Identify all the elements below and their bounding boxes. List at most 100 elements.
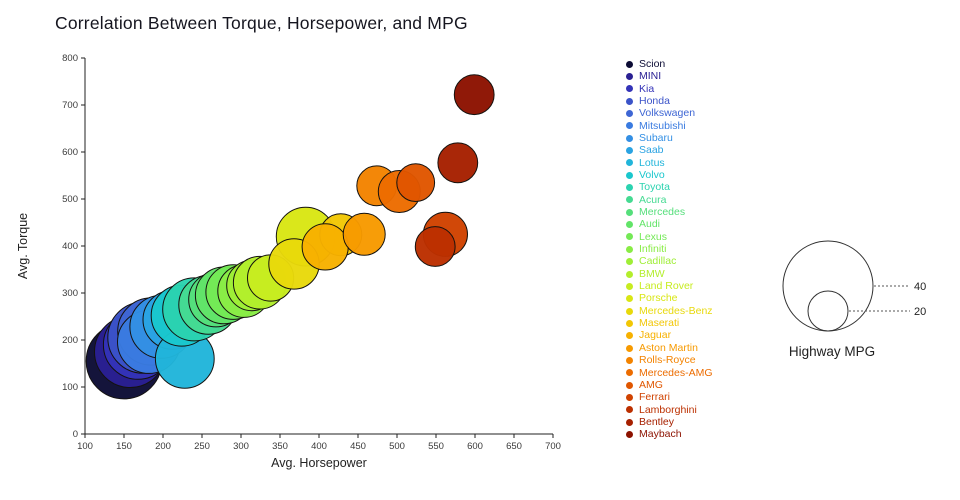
bubble-amg <box>396 163 436 203</box>
legend-label: Audi <box>639 218 661 231</box>
y-tick-label: 300 <box>62 288 78 299</box>
legend-swatch <box>626 258 633 266</box>
x-tick-label: 550 <box>428 441 444 452</box>
legend-label: Mercedes <box>639 206 686 219</box>
legend-swatch <box>626 295 633 303</box>
x-tick-label: 450 <box>350 441 366 452</box>
legend-label: Jaguar <box>639 329 672 342</box>
brand-legend: Scion MINI Kia Honda Volkswagen Mitsubishi Sub… <box>626 58 713 441</box>
legend-label: Infiniti <box>639 243 667 256</box>
legend-item: Scion <box>626 58 713 70</box>
legend-label: Toyota <box>639 181 670 194</box>
legend-item: Lexus <box>626 231 713 243</box>
legend-swatch <box>626 134 633 142</box>
legend-swatch <box>626 97 633 105</box>
legend-swatch <box>626 110 633 118</box>
size-legend-small-circle <box>807 290 849 332</box>
legend-label: Mercedes-Benz <box>639 304 713 317</box>
size-legend-graphic: 40 20 Highway MPG <box>782 240 926 359</box>
y-tick-label: 700 <box>62 100 78 111</box>
legend-swatch <box>626 282 633 290</box>
axes-layer: 100 150 200 250 300 350 400 450 500 550 600 650 700 0… <box>62 53 561 452</box>
legend-swatch <box>626 369 633 377</box>
legend-label: Ferrari <box>639 391 670 404</box>
x-tick-label: 500 <box>389 441 405 452</box>
legend-swatch <box>626 406 633 414</box>
legend-swatch <box>626 319 633 327</box>
legend-label: MINI <box>639 70 662 83</box>
x-tick-label: 300 <box>233 441 249 452</box>
legend-swatch <box>626 344 633 352</box>
x-tick-label: 200 <box>155 441 171 452</box>
legend-swatch <box>626 307 633 315</box>
y-tick-label: 500 <box>62 194 78 205</box>
legend-item: Lamborghini <box>626 404 713 416</box>
chart-title: Correlation Between Torque, Horsepower, … <box>55 13 468 33</box>
legend-item: Saab <box>626 144 713 156</box>
y-tick-label: 200 <box>62 335 78 346</box>
legend-swatch <box>626 196 633 204</box>
legend-swatch <box>626 393 633 401</box>
legend-item: Aston Martin <box>626 342 713 354</box>
legend-label: Volkswagen <box>639 107 696 120</box>
legend-label: Honda <box>639 94 670 107</box>
legend-swatch <box>626 171 633 179</box>
legend-item: Mercedes-Benz <box>626 305 713 317</box>
legend-label: Land Rover <box>639 280 694 293</box>
legend-item: Honda <box>626 95 713 107</box>
legend-swatch <box>626 221 633 229</box>
legend-swatch <box>626 73 633 81</box>
legend-item: MINI <box>626 70 713 82</box>
legend-item: Subaru <box>626 132 713 144</box>
legend-item: Porsche <box>626 293 713 305</box>
legend-label: Acura <box>639 193 667 206</box>
legend-label: Scion <box>639 57 666 70</box>
legend-item: Acura <box>626 194 713 206</box>
legend-label: AMG <box>639 378 663 391</box>
y-tick-label: 400 <box>62 241 78 252</box>
bubble-bentley <box>437 142 479 184</box>
legend-item: Volvo <box>626 169 713 181</box>
legend-swatch <box>626 332 633 340</box>
legend-swatch <box>626 208 633 216</box>
legend-swatch <box>626 381 633 389</box>
legend-swatch <box>626 356 633 364</box>
legend-item: Cadillac <box>626 256 713 268</box>
legend-swatch <box>626 184 633 192</box>
legend-label: Bentley <box>639 415 675 428</box>
size-legend-title: Highway MPG <box>789 344 875 359</box>
x-tick-label: 600 <box>467 441 483 452</box>
legend-swatch <box>626 159 633 167</box>
y-tick-label: 100 <box>62 382 78 393</box>
legend-item: Lotus <box>626 157 713 169</box>
legend-item: Volkswagen <box>626 107 713 119</box>
legend-item: Maybach <box>626 428 713 440</box>
legend-label: Maybach <box>639 428 682 441</box>
legend-label: Subaru <box>639 131 673 144</box>
x-tick-label: 350 <box>272 441 288 452</box>
legend-label: Mercedes-AMG <box>639 366 713 379</box>
size-legend: 40 20 Highway MPG <box>770 226 960 376</box>
size-value-small: 20 <box>914 306 926 318</box>
legend-swatch <box>626 233 633 241</box>
legend-label: Cadillac <box>639 255 677 268</box>
legend-label: Volvo <box>639 169 665 182</box>
legend-label: BMW <box>639 267 665 280</box>
x-axis-label: Avg. Horsepower <box>271 456 367 470</box>
y-tick-label: 0 <box>73 429 78 440</box>
x-tick-label: 700 <box>545 441 561 452</box>
bubble-maybach <box>453 74 495 116</box>
legend-label: Rolls-Royce <box>639 354 696 367</box>
x-tick-label: 100 <box>77 441 93 452</box>
bubble-layer <box>85 74 495 400</box>
legend-label: Saab <box>639 144 664 157</box>
legend-item: AMG <box>626 379 713 391</box>
y-tick-label: 600 <box>62 147 78 158</box>
x-tick-label: 150 <box>116 441 132 452</box>
y-axis-label: Avg. Torque <box>16 213 30 279</box>
legend-label: Aston Martin <box>639 341 698 354</box>
legend-item: Jaguar <box>626 330 713 342</box>
y-tick-label: 800 <box>62 53 78 64</box>
x-tick-label: 250 <box>194 441 210 452</box>
